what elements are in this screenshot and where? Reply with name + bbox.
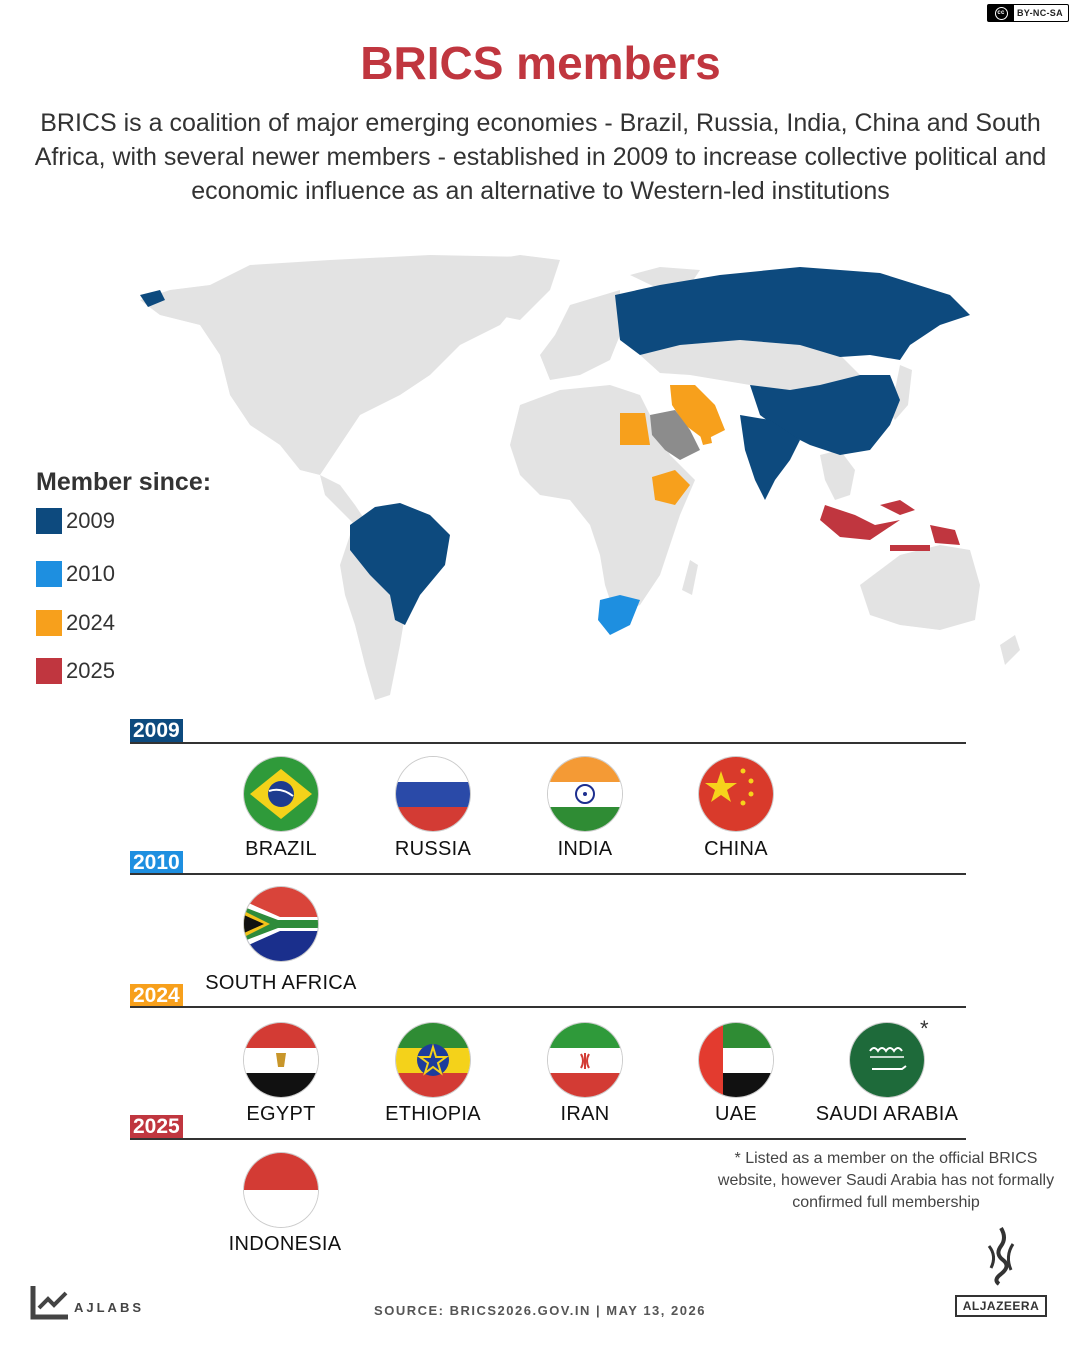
- ajlabs-logo: AJLABS: [30, 1284, 144, 1320]
- flag-south-africa-icon: [244, 887, 318, 961]
- country-label: IRAN: [560, 1103, 610, 1125]
- legend-label: 2024: [66, 610, 115, 635]
- world-map: [140, 255, 1020, 700]
- flag-indonesia-icon: [244, 1153, 318, 1227]
- country-label: CHINA: [704, 838, 768, 860]
- source-line: SOURCE: BRICS2026.GOV.IN | MAY 13, 2026: [374, 1303, 706, 1318]
- legend-item-2025: 2025: [36, 658, 115, 684]
- country-label: INDONESIA: [228, 1233, 342, 1255]
- map-saudi-arabia: [650, 410, 700, 460]
- legend-swatch: [36, 610, 62, 636]
- flag-russia-icon: [396, 757, 470, 831]
- legend-label: 2010: [66, 561, 115, 586]
- section-label-2010: 2010: [130, 851, 183, 875]
- section-label-2024: 2024: [130, 984, 183, 1008]
- flag-iran-icon: [548, 1023, 622, 1097]
- creative-commons-icon: cc: [988, 5, 1014, 21]
- country-label: EGYPT: [246, 1103, 316, 1125]
- flag-egypt-icon: [244, 1023, 318, 1097]
- legend-label: 2025: [66, 658, 115, 683]
- legend: Member since: 2009 2010 2024 2025: [36, 468, 212, 684]
- license-label: BY-NC-SA: [1017, 8, 1063, 18]
- flag-india-icon: [548, 757, 622, 831]
- ajlabs-chart-icon: [30, 1286, 68, 1320]
- section-rule: [130, 1138, 966, 1140]
- map-south-africa: [598, 595, 640, 635]
- map-alaska-patch: [140, 290, 165, 307]
- flag-china-icon: [699, 757, 773, 831]
- section-label-2009: 2009: [130, 719, 183, 743]
- ajlabs-text: AJLABS: [74, 1299, 145, 1315]
- section-rule: [130, 873, 966, 875]
- map-brazil: [350, 503, 450, 625]
- country-label: BRAZIL: [245, 838, 317, 860]
- aljazeera-text: ALJAZEERA: [955, 1295, 1047, 1317]
- legend-item-2010: 2010: [36, 561, 115, 587]
- country-label: SOUTH AFRICA: [205, 972, 357, 994]
- legend-swatch: [36, 561, 62, 587]
- section-rule: [130, 1006, 966, 1008]
- map-egypt: [620, 413, 650, 445]
- footnote: * Listed as a member on the official BRI…: [717, 1150, 1055, 1211]
- map-russia: [615, 267, 970, 360]
- map-iran: [670, 385, 725, 440]
- section-label-2025: 2025: [130, 1115, 183, 1139]
- legend-item-2024: 2024: [36, 610, 115, 636]
- flag-uae-icon: [699, 1023, 773, 1097]
- section-rule: [130, 742, 966, 744]
- map-indonesia: [820, 500, 960, 551]
- country-label: INDIA: [557, 838, 613, 860]
- page-subtitle: BRICS is a coalition of major emerging e…: [34, 109, 1047, 205]
- country-label: ETHIOPIA: [385, 1103, 481, 1125]
- map-china: [750, 375, 900, 455]
- country-label: SAUDI ARABIA: [815, 1103, 959, 1125]
- flag-saudi-arabia-icon: [850, 1023, 924, 1097]
- legend-item-2009: 2009: [36, 508, 115, 534]
- asterisk-marker: *: [920, 1016, 929, 1041]
- page-title: BRICS members: [360, 37, 721, 89]
- flag-brazil-icon: [244, 757, 318, 831]
- flag-ethiopia-icon: [396, 1023, 470, 1097]
- country-label: RUSSIA: [394, 838, 472, 860]
- map-ethiopia: [652, 470, 690, 505]
- map-india: [740, 415, 800, 500]
- license-badge: cc BY-NC-SA: [987, 4, 1069, 22]
- aljazeera-calligraphy-icon: [987, 1226, 1015, 1286]
- aljazeera-logo: ALJAZEERA: [955, 1226, 1047, 1317]
- legend-label: 2009: [66, 508, 115, 533]
- map-uae: [700, 433, 712, 445]
- land: [140, 255, 1020, 700]
- country-label: UAE: [714, 1103, 758, 1125]
- legend-title: Member since:: [36, 468, 212, 496]
- legend-swatch: [36, 508, 62, 534]
- legend-swatch: [36, 658, 62, 684]
